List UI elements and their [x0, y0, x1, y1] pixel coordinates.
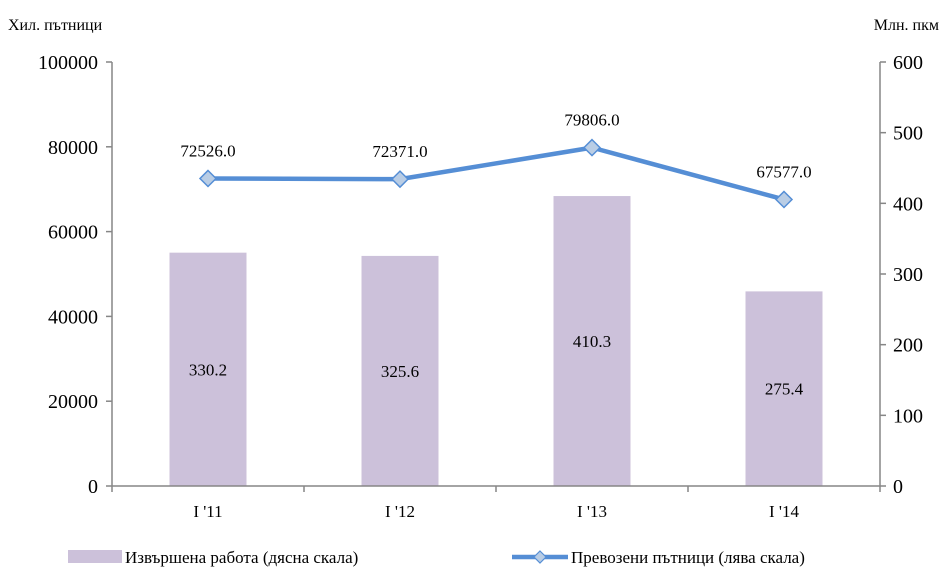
line-data-label-0: 72526.0 [180, 141, 235, 160]
line-path [207, 145, 785, 202]
bar-0 [169, 252, 247, 486]
line-data-label-2: 79806.0 [564, 111, 619, 130]
axes: 0 20000 40000 60000 80000 100000 0 100 200 300 400… [38, 52, 923, 521]
bar-data-label-1: 325.6 [381, 362, 419, 381]
category-label-1: I '12 [385, 502, 415, 521]
left-tick-label-1: 20000 [48, 391, 98, 413]
bar-data-label-2: 410.3 [573, 332, 611, 351]
right-tick-label-2: 200 [893, 335, 923, 357]
left-tick-label-2: 40000 [48, 306, 98, 328]
left-axis-unit: Хил. пътници [8, 17, 103, 34]
bar-data-label-3: 275.4 [765, 380, 804, 399]
left-tick-label-3: 60000 [48, 222, 98, 244]
bar-1 [361, 255, 439, 486]
bar-data-label-0: 330.2 [189, 360, 227, 379]
right-tick-label-1: 100 [893, 405, 923, 427]
bar-2 [553, 196, 631, 486]
category-label-3: I '14 [769, 502, 799, 521]
legend: Извършена работа (дясна скала) Превозени … [68, 548, 805, 567]
right-tick-label-4: 400 [893, 193, 923, 215]
category-label-2: I '13 [577, 502, 607, 521]
legend-bar-label: Извършена работа (дясна скала) [125, 548, 358, 567]
line-data-label-1: 72371.0 [372, 142, 427, 161]
line-series: 72526.0 72371.0 79806.0 67577.0 [180, 111, 812, 209]
right-tick-label-6: 600 [893, 52, 923, 74]
line-data-label-3: 67577.0 [756, 162, 811, 181]
bar-series: 330.2 325.6 410.3 275.4 [169, 196, 823, 486]
legend-line-label: Превозени пътници (лява скала) [571, 548, 805, 567]
line-marker-0 [198, 169, 218, 188]
right-tick-label-5: 500 [893, 123, 923, 145]
category-label-0: I '11 [193, 502, 222, 521]
line-marker-1 [390, 170, 410, 189]
legend-bar-swatch [68, 550, 122, 563]
legend-line-marker [533, 550, 547, 564]
right-tick-label-3: 300 [893, 264, 923, 286]
left-tick-label-5: 100000 [38, 52, 98, 74]
left-tick-label-4: 80000 [48, 137, 98, 159]
line-marker-3 [774, 190, 794, 209]
right-tick-label-0: 0 [893, 476, 903, 498]
left-tick-label-0: 0 [88, 476, 98, 498]
bar-3 [745, 291, 823, 486]
line-marker-2 [582, 138, 602, 157]
right-axis-unit: Млн. пкм [874, 17, 939, 34]
